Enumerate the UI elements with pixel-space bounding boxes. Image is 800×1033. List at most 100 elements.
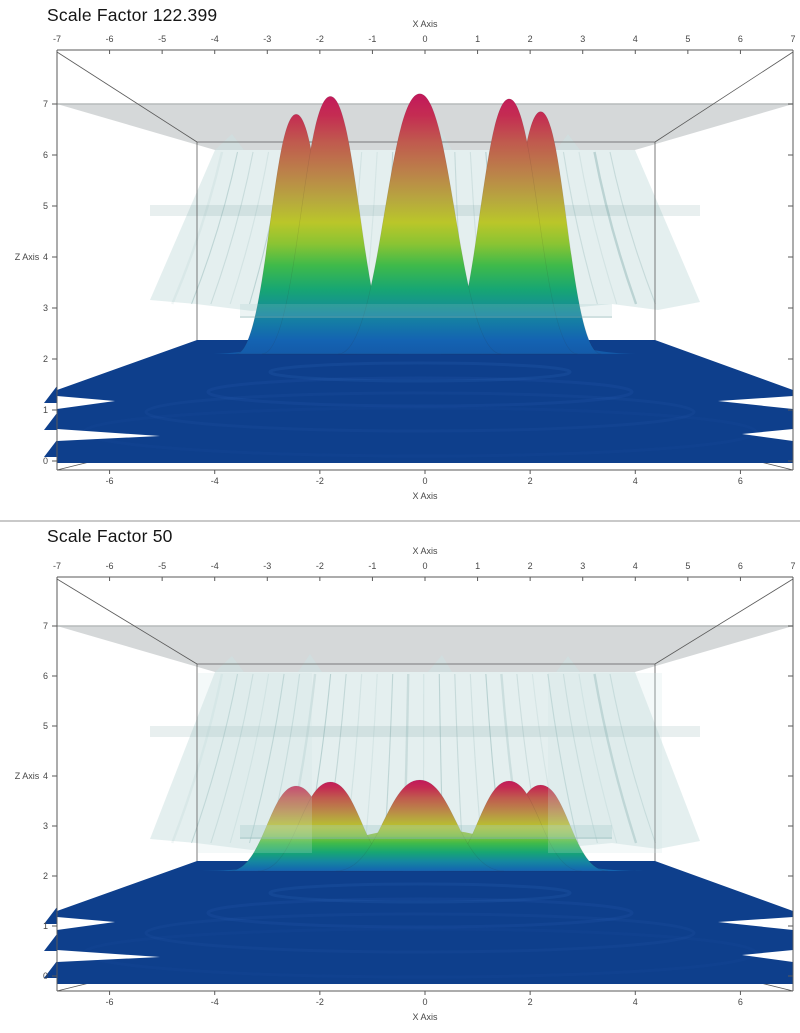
- curtain-streak-line: [562, 673, 598, 844]
- floor-ripple-ring: [144, 912, 696, 954]
- x-axis-bottom-tick-label: -4: [211, 997, 219, 1007]
- curtain-right-haze: [548, 673, 662, 853]
- surface-chart-2: -7 -6 -5 -4 -3 -2 -1 0 1 2 3 4 5 6 7 X Axis -6 -4 -2 0 2 4 6 X …: [15, 546, 796, 1022]
- x-axis-top-tick-label: 5: [685, 34, 690, 44]
- curtain-streak-line: [248, 673, 285, 844]
- x-axis-top-tick-label: -5: [158, 34, 166, 44]
- curtain-streak-line: [229, 151, 270, 305]
- curtain-streak-line: [191, 673, 239, 844]
- x-axis-top-tick-label: 3: [580, 561, 585, 571]
- floor-overhang-wedge: [44, 961, 57, 978]
- curtain-streak-line: [454, 673, 463, 844]
- curtain-streak-line: [578, 151, 618, 305]
- curtain-streak-line: [191, 151, 239, 305]
- floor-ripple-ring: [144, 391, 696, 433]
- x-axis-bottom-tick-label: 4: [633, 997, 638, 1007]
- x-axis-top-tick-label: 2: [528, 561, 533, 571]
- clip-plane-slab: [57, 626, 793, 672]
- floor-overhang-wedge: [44, 440, 57, 457]
- x-axis-bottom-tick-label: -2: [316, 476, 324, 486]
- floor-ripple-ring: [268, 361, 572, 383]
- x-axis-bottom-tick-label: 6: [738, 997, 743, 1007]
- curtain-left-haze: [198, 673, 312, 853]
- z-axis-tick-label: 4: [43, 771, 48, 781]
- x-axis-top-tick-label: -6: [106, 561, 114, 571]
- floor-plane: [57, 340, 793, 463]
- floor-overhang-wedge: [44, 386, 57, 403]
- perspective-diagonal-top-right: [654, 578, 794, 665]
- curtain-streak-line: [578, 673, 618, 844]
- floor-overhang-wedge: [44, 907, 57, 924]
- x-axis-top-tick-label: -7: [53, 34, 61, 44]
- x-axis-top-tick-label: -1: [368, 34, 376, 44]
- curtain-streak-line: [210, 673, 254, 844]
- x-axis-top-tick-label: 1: [475, 561, 480, 571]
- x-axis-bottom-tick-label: -2: [316, 997, 324, 1007]
- perspective-diagonal-top-right: [654, 51, 794, 143]
- x-axis-bottom-tick-label: 0: [422, 997, 427, 1007]
- floor-plane: [57, 861, 793, 984]
- curtain-streak-line: [364, 673, 378, 844]
- curtain-streak-line: [593, 151, 638, 305]
- z-axis-tick-label: 3: [43, 821, 48, 831]
- z-axis-tick-label: 6: [43, 150, 48, 160]
- surface-peak: [335, 779, 504, 872]
- x-axis-top-tick-label: -1: [368, 561, 376, 571]
- x-axis-bottom-title: X Axis: [412, 1012, 438, 1022]
- z-axis-tick-label: 5: [43, 201, 48, 211]
- curtain-streak-line: [593, 673, 638, 844]
- z-axis-tick-label: 1: [43, 405, 48, 415]
- x-axis-bottom-tick-label: 2: [528, 997, 533, 1007]
- x-axis-top-tick-label: 0: [422, 34, 427, 44]
- curtain-fold-band: [150, 726, 700, 737]
- floor-ripple-ring: [268, 882, 572, 904]
- x-axis-bottom-tick-label: -6: [106, 476, 114, 486]
- x-axis-top-tick-label: -2: [316, 34, 324, 44]
- x-axis-top-tick-label: 7: [790, 34, 795, 44]
- floor-ripple-ring: [206, 897, 634, 929]
- z-axis-tick-label: 3: [43, 303, 48, 313]
- surface-peak: [338, 93, 502, 355]
- x-axis-top-tick-label: -3: [263, 561, 271, 571]
- curtain-streak-line: [609, 673, 656, 844]
- x-axis-bottom-tick-label: 2: [528, 476, 533, 486]
- x-axis-top-tick-label: 6: [738, 561, 743, 571]
- x-axis-top-tick-label: 5: [685, 561, 690, 571]
- z-axis-tick-label: 7: [43, 99, 48, 109]
- floor-ripple-ring: [206, 376, 634, 408]
- curtain-streak-line: [609, 151, 656, 305]
- z-axis-tick-label: 2: [43, 871, 48, 881]
- z-axis-tick-label: 7: [43, 621, 48, 631]
- z-axis-tick-label: 0: [43, 456, 48, 466]
- x-axis-top-tick-label: 4: [633, 34, 638, 44]
- curtain-streak-line: [547, 673, 579, 844]
- x-axis-top-tick-label: 3: [580, 34, 585, 44]
- z-axis-tick-label: 1: [43, 921, 48, 931]
- z-axis-title: Z Axis: [15, 252, 40, 262]
- curtain-streak-line: [562, 151, 598, 305]
- curtain-streak-line: [229, 673, 270, 844]
- floor-overhang-wedge: [44, 413, 57, 430]
- curtain-front-band: [240, 825, 612, 839]
- x-axis-top-tick-label: -6: [106, 34, 114, 44]
- curtain-streak-line: [210, 151, 254, 305]
- x-axis-top-tick-label: -3: [263, 34, 271, 44]
- x-axis-top-tick-label: -2: [316, 561, 324, 571]
- surface-chart-1: -7 -6 -5 -4 -3 -2 -1 0 1 2 3 4 5 6 7 X Axis -6 -4 -2 0 2 4 6 X …: [15, 19, 796, 501]
- x-axis-top-tick-label: -4: [211, 34, 219, 44]
- perspective-diagonal-top-left: [56, 578, 198, 665]
- x-axis-bottom-tick-label: 6: [738, 476, 743, 486]
- chart-1-title: Scale Factor 122.399: [47, 5, 218, 25]
- floor-overhang-wedge: [44, 934, 57, 951]
- x-axis-bottom-tick-label: -4: [211, 476, 219, 486]
- curtain-streak-line: [171, 673, 224, 844]
- x-axis-top-tick-label: 6: [738, 34, 743, 44]
- x-axis-top-tick-label: 4: [633, 561, 638, 571]
- perspective-diagonal-top-left: [56, 51, 198, 143]
- x-axis-bottom-tick-label: 4: [633, 476, 638, 486]
- x-axis-top-tick-label: -4: [211, 561, 219, 571]
- x-axis-bottom-tick-label: -6: [106, 997, 114, 1007]
- z-axis-tick-label: 0: [43, 971, 48, 981]
- z-axis-tick-label: 4: [43, 252, 48, 262]
- x-axis-top-tick-label: 0: [422, 561, 427, 571]
